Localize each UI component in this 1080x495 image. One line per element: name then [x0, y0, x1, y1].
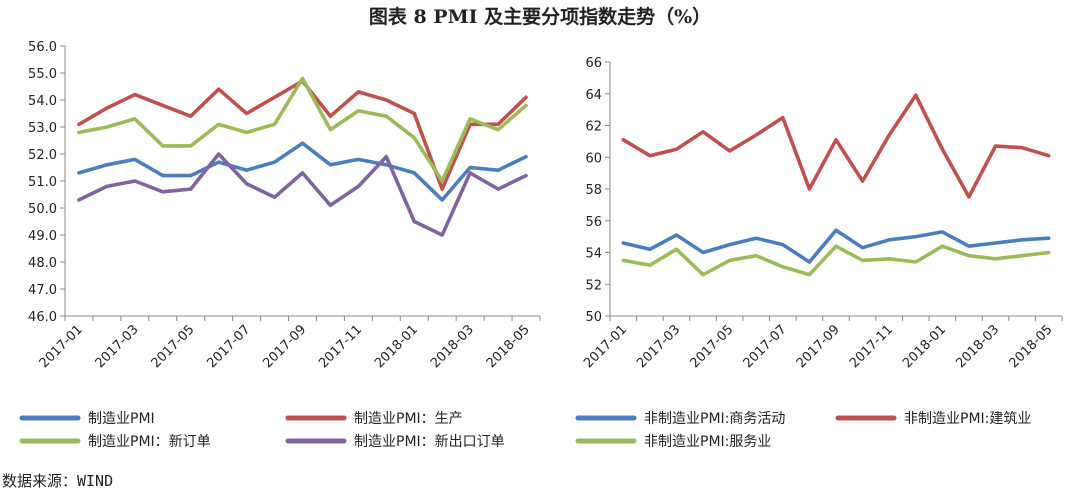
x-tick-label: 2017-11	[847, 322, 896, 371]
y-tick-label: 58	[585, 183, 602, 198]
figure-title: 图表 8 PMI 及主要分项指数走势（%）	[368, 6, 712, 28]
y-tick-label: 48.0	[28, 256, 57, 271]
y-tick-label: 54.0	[28, 94, 57, 109]
x-tick-label: 2017-09	[260, 322, 309, 371]
legend-label: 非制造业PMI:建筑业	[904, 411, 1031, 427]
x-tick-label: 2018-03	[428, 322, 477, 371]
x-tick-label: 2017-05	[687, 322, 736, 371]
x-tick-label: 2017-03	[93, 322, 142, 371]
y-tick-label: 52.0	[28, 148, 57, 163]
source-note: 数据来源：WIND	[2, 472, 114, 490]
series-line-4	[77, 152, 528, 237]
y-tick-label: 54	[585, 247, 602, 262]
y-tick-label: 47.0	[28, 283, 57, 298]
y-tick-label: 64	[585, 88, 602, 103]
series-line-3	[621, 244, 1051, 277]
x-tick-label: 2017-05	[149, 322, 198, 371]
y-tick-label: 55.0	[28, 67, 57, 82]
x-tick-label: 2017-09	[794, 322, 843, 371]
legend-label: 非制造业PMI:商务活动	[644, 411, 785, 427]
x-tick-label: 2017-07	[204, 322, 253, 371]
y-tick-label: 62	[585, 120, 602, 135]
series-line-1	[621, 228, 1051, 264]
legend-label: 制造业PMI：新订单	[88, 434, 211, 450]
y-tick-label: 66	[585, 56, 602, 71]
chart-1: 56.0 55.0 54.0 53.0 52.0 51.0 50.0 49.0 48.0 47.0…	[19, 40, 541, 450]
x-tick-label: 2018-05	[1007, 322, 1056, 371]
x-tick-label: 2017-11	[316, 322, 365, 371]
x-tick-label: 2017-01	[37, 322, 86, 371]
series-line-3	[77, 76, 528, 183]
y-tick-label: 50.0	[28, 202, 57, 217]
y-tick-label: 53.0	[28, 121, 57, 136]
x-tick-label: 2018-05	[484, 322, 533, 371]
y-tick-label: 60	[585, 151, 602, 166]
y-tick-label: 49.0	[28, 229, 57, 244]
y-tick-label: 52	[585, 278, 602, 293]
x-tick-label: 2017-01	[581, 322, 630, 371]
x-tick-label: 2018-03	[953, 322, 1002, 371]
y-tick-label: 50	[585, 310, 602, 325]
legend-label: 非制造业PMI:服务业	[644, 434, 771, 450]
y-tick-label: 46.0	[28, 310, 57, 325]
x-tick-label: 2018-01	[900, 322, 949, 371]
series-line-2	[621, 93, 1051, 199]
x-tick-label: 2017-03	[634, 322, 683, 371]
legend-label: 制造业PMI：新出口订单	[354, 434, 505, 450]
y-tick-label: 51.0	[28, 175, 57, 190]
legend-label: 制造业PMI：生产	[354, 411, 463, 427]
y-tick-label: 56	[585, 215, 602, 230]
x-tick-label: 2017-07	[741, 322, 790, 371]
y-tick-label: 56.0	[28, 40, 57, 55]
x-tick-label: 2018-01	[372, 322, 421, 371]
legend-label: 制造业PMI	[88, 411, 155, 427]
series-line-1	[77, 141, 528, 202]
